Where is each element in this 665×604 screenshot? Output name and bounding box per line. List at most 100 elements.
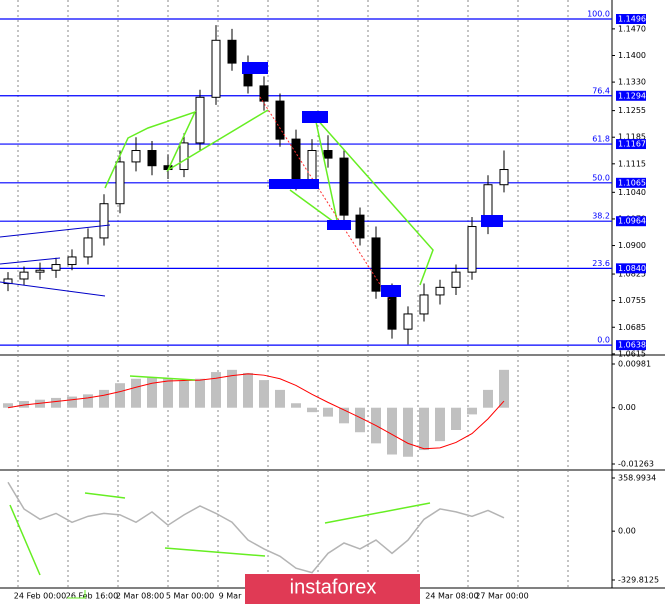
marker-box xyxy=(481,215,503,227)
macd-bar xyxy=(403,407,413,457)
plot-area xyxy=(0,62,503,599)
macd-bar xyxy=(19,401,29,408)
macd-bar xyxy=(451,407,461,430)
macd-bar xyxy=(275,389,285,408)
y-tick-label: 0.00 xyxy=(618,403,636,412)
candle-body xyxy=(499,169,509,186)
macd-bar xyxy=(163,378,173,408)
level-label: 1.0638 xyxy=(618,341,646,350)
x-tick-label: 24 Mar 08:00 xyxy=(425,592,478,601)
macd-bar xyxy=(147,377,157,408)
y-tick-label: 1.1255 xyxy=(618,106,646,115)
candle-body xyxy=(259,85,269,102)
candle-body xyxy=(419,294,429,315)
y-tick-label: 1.1330 xyxy=(618,78,646,87)
candle-body xyxy=(99,203,109,239)
level-label-box xyxy=(616,177,646,188)
candle-body xyxy=(179,142,189,171)
x-tick-label: 9 Mar xyxy=(219,592,242,601)
fib-label: 76.4 xyxy=(592,86,610,95)
fib-label: 61.8 xyxy=(592,135,610,144)
y-tick-label: 0.00981 xyxy=(618,360,651,369)
macd-bar xyxy=(483,389,493,408)
candle-body xyxy=(195,96,205,144)
indicator-line xyxy=(7,481,505,574)
macd-bar xyxy=(83,394,93,408)
fib-label: 23.6 xyxy=(592,259,610,268)
y-tick-label: 1.0685 xyxy=(618,323,646,332)
macd-bar xyxy=(435,407,445,442)
candle-body xyxy=(115,161,125,205)
level-label: 1.1294 xyxy=(618,91,646,100)
level-label: 1.1065 xyxy=(618,178,646,187)
candle-body xyxy=(147,150,157,167)
macd-bar xyxy=(179,380,189,408)
y-tick-label: 1.0755 xyxy=(618,296,646,305)
y-tick-label: 1.0825 xyxy=(618,270,646,279)
level-label: 1.1496 xyxy=(618,15,646,24)
pattern-line xyxy=(104,109,269,189)
pattern-line xyxy=(129,375,196,381)
macd-bar xyxy=(51,397,61,408)
pattern-line xyxy=(84,492,126,499)
x-tick-label: 5 Mar 00:00 xyxy=(166,592,214,601)
trend-line xyxy=(0,224,111,238)
macd-bar xyxy=(419,407,429,451)
macd-bar xyxy=(339,407,349,424)
fib-label: 50.0 xyxy=(592,173,610,182)
level-label-box xyxy=(616,90,646,101)
level-label-box xyxy=(616,14,646,25)
level-label: 1.0840 xyxy=(618,264,646,273)
y-tick-label: 1.1185 xyxy=(618,133,646,142)
candle-body xyxy=(227,39,237,64)
level-label: 1.1167 xyxy=(618,140,646,149)
vertical-grid xyxy=(17,0,569,588)
y-tick-label: 1.1400 xyxy=(618,51,646,60)
macd-bar xyxy=(323,407,333,417)
marker-box xyxy=(381,285,401,297)
macd-bar xyxy=(243,372,253,408)
trend-line xyxy=(0,281,106,297)
y-tick-label: 1.0615 xyxy=(618,349,646,358)
y-tick-label: 0.00 xyxy=(618,527,636,536)
candle-body xyxy=(371,237,381,292)
candle-body xyxy=(307,150,317,182)
candle-body xyxy=(451,271,461,288)
x-tick-label: 2 Mar 08:00 xyxy=(116,592,164,601)
candle-body xyxy=(323,150,333,159)
candle-body xyxy=(35,269,45,273)
macd-bar xyxy=(115,383,125,408)
pattern-line xyxy=(9,504,41,576)
level-label-box xyxy=(616,216,646,227)
candle-body xyxy=(131,150,141,163)
candle-body xyxy=(339,157,349,216)
candle-body xyxy=(51,264,61,271)
macd-bar xyxy=(355,407,365,433)
signal-line xyxy=(7,373,505,450)
y-tick-label: 1.1115 xyxy=(618,159,646,168)
level-label: 1.0964 xyxy=(618,217,646,226)
candle-body xyxy=(83,237,93,258)
candle-body xyxy=(291,138,301,182)
macd-bar xyxy=(259,380,269,408)
candle-body xyxy=(211,39,221,98)
level-label-box xyxy=(616,263,646,274)
watermark: instaforex xyxy=(290,576,377,598)
macd-bar xyxy=(131,378,141,408)
y-tick-label: 1.0900 xyxy=(618,241,646,250)
level-label-box xyxy=(616,340,646,351)
watermark-box xyxy=(245,574,420,604)
macd-bar xyxy=(3,403,13,408)
macd-bar xyxy=(195,378,205,408)
x-tick-label: 27 Mar 00:00 xyxy=(475,592,528,601)
macd-bar xyxy=(467,407,477,415)
macd-bar xyxy=(227,369,237,408)
trend-line xyxy=(0,257,61,265)
candle-body xyxy=(19,271,29,280)
candle-body xyxy=(467,226,477,273)
marker-box xyxy=(269,179,319,189)
pattern-line xyxy=(67,590,86,599)
macd-bar xyxy=(499,369,509,408)
